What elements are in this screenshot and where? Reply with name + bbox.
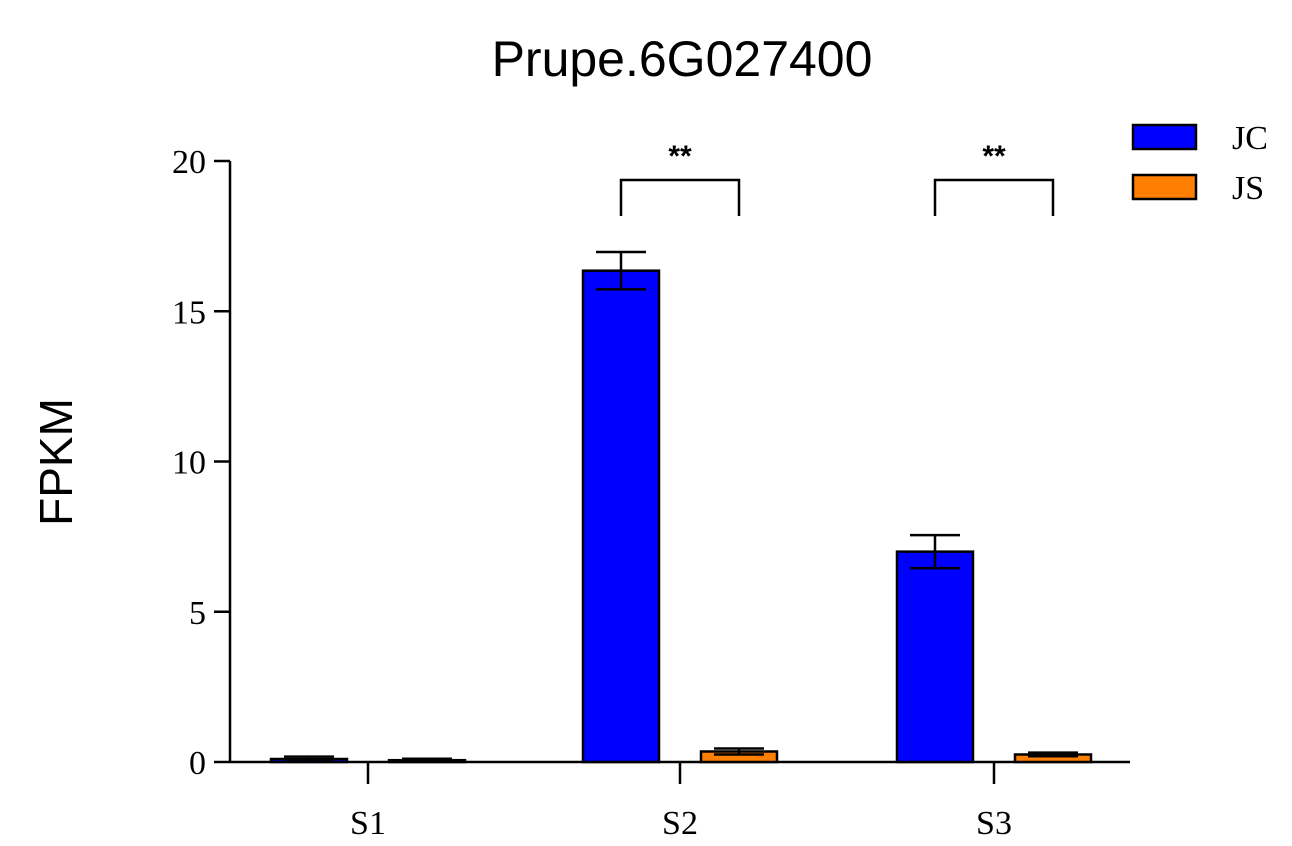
y-tick-label: 5 [189, 595, 206, 632]
x-tick-label: S1 [350, 805, 386, 842]
x-tick-label: S2 [662, 805, 698, 842]
legend: JC JS [1131, 120, 1268, 207]
significance-bracket [933, 178, 1055, 216]
y-tick-label: 0 [189, 745, 206, 782]
bar-jc [895, 550, 975, 764]
significance-label: ** [668, 140, 692, 173]
y-tick-label: 20 [172, 144, 206, 181]
legend-label-js: JS [1232, 170, 1264, 207]
chart-title: Prupe.6G027400 [492, 31, 873, 87]
y-axis-label: FPKM [30, 398, 82, 526]
y-tick-label: 15 [172, 294, 206, 331]
legend-swatch-js [1131, 173, 1198, 201]
bar-jc [581, 269, 661, 764]
significance-label: ** [982, 140, 1006, 173]
y-tick-label: 10 [172, 445, 206, 482]
significance-bracket [619, 178, 741, 216]
plot-area: 0 5 10 15 20 S1 S2 S3 ** ** [172, 140, 1130, 842]
legend-swatch-jc [1131, 123, 1198, 151]
legend-label-jc: JC [1232, 120, 1268, 157]
x-tick-label: S3 [976, 805, 1012, 842]
